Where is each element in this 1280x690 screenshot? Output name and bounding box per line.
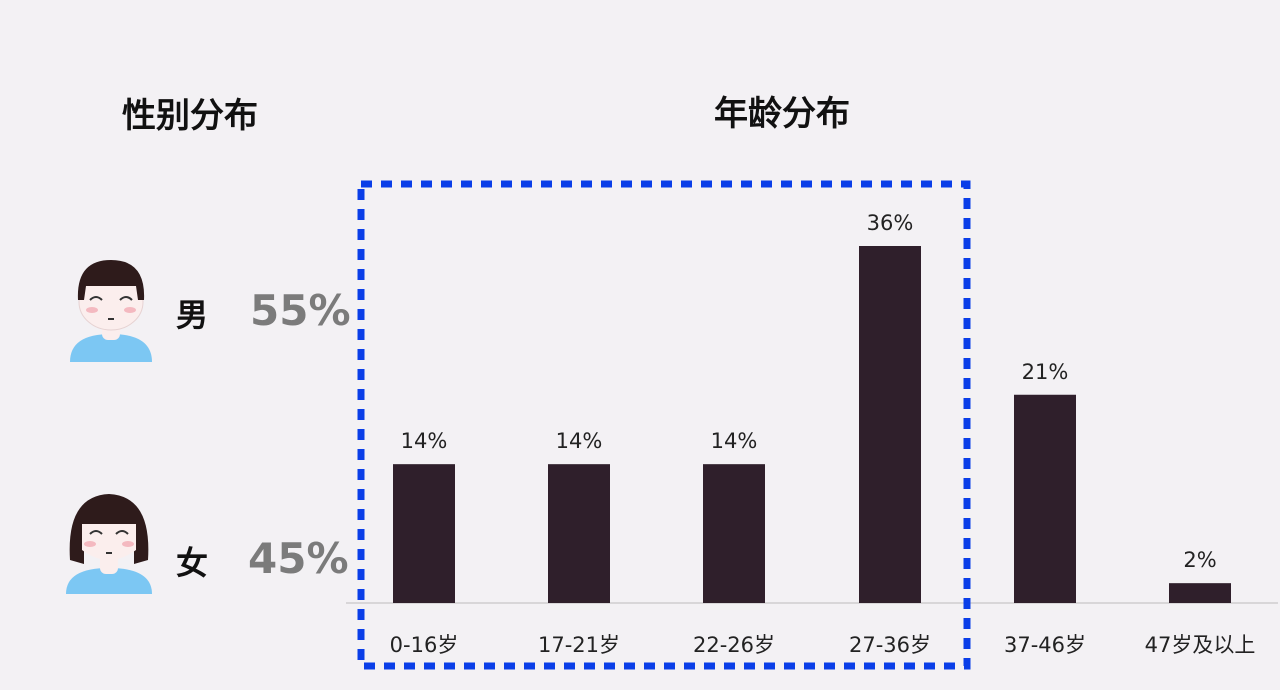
category-label-3: 27-36岁: [849, 633, 931, 657]
age-title: 年龄分布: [714, 94, 850, 134]
value-label-4: 21%: [1022, 360, 1069, 384]
bar-3: [859, 246, 921, 603]
category-label-2: 22-26岁: [693, 633, 775, 657]
bar-0: [393, 464, 455, 603]
male-label: 男: [176, 296, 209, 334]
category-label-0: 0-16岁: [390, 633, 459, 657]
bar-5: [1169, 583, 1231, 603]
value-label-3: 36%: [867, 211, 914, 235]
category-label-5: 47岁及以上: [1145, 633, 1256, 657]
highlight-dashed-box: [357, 180, 971, 670]
category-label-4: 37-46岁: [1004, 633, 1086, 657]
bar-4: [1014, 394, 1076, 603]
bar-2: [703, 464, 765, 603]
bar-1: [548, 464, 610, 603]
value-label-1: 14%: [556, 429, 603, 453]
boy-avatar-icon: [70, 260, 152, 362]
value-label-2: 14%: [711, 429, 758, 453]
female-label: 女: [176, 544, 209, 582]
value-label-5: 2%: [1183, 548, 1216, 572]
value-label-0: 14%: [401, 429, 448, 453]
category-label-1: 17-21岁: [538, 633, 620, 657]
male-percent: 55%: [250, 286, 351, 335]
girl-avatar-icon: [66, 494, 152, 594]
gender-title: 性别分布: [122, 96, 258, 136]
female-percent: 45%: [248, 534, 349, 583]
